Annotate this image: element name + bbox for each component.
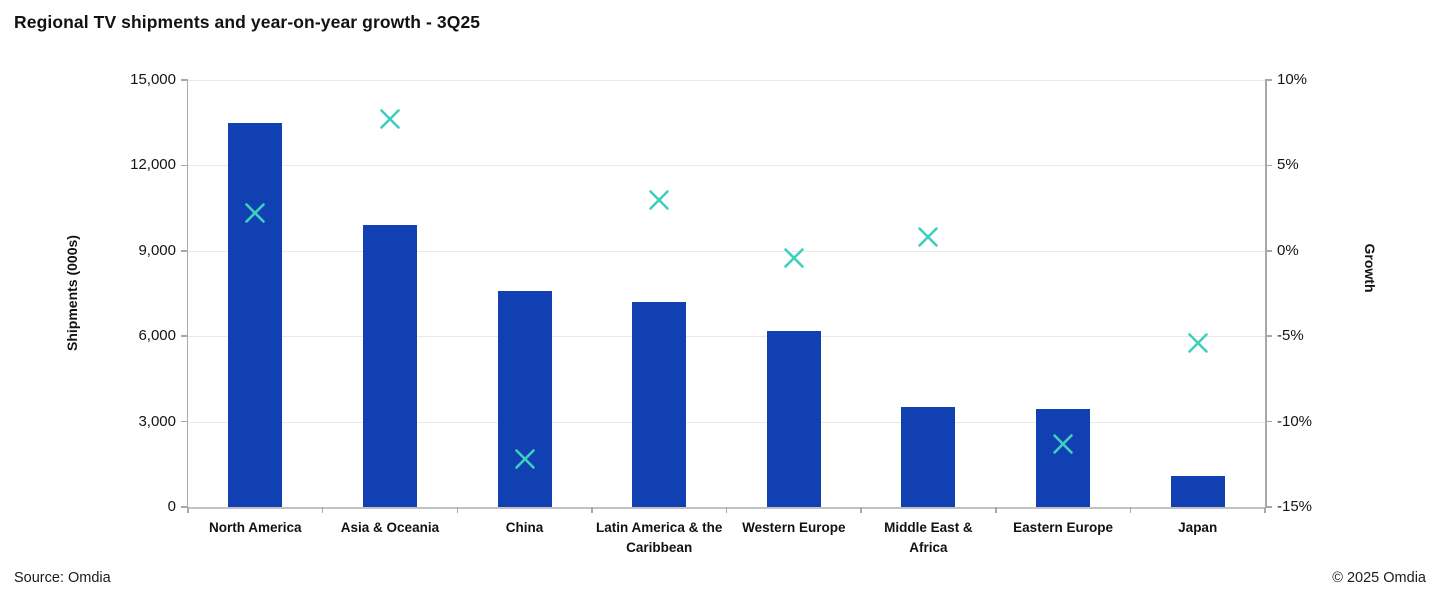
category-label: Middle East & Africa (884, 520, 973, 555)
left-tick-mark (181, 506, 188, 508)
right-tick-mark (1265, 250, 1272, 252)
shipments-bar (1036, 408, 1091, 507)
growth-x-marker (781, 245, 807, 271)
x-axis-tick-mark (456, 507, 458, 513)
right-tick-label: 10% (1277, 71, 1308, 88)
right-axis-line (1265, 80, 1267, 507)
right-tick-mark (1265, 420, 1272, 423)
x-axis-tick-mark (860, 507, 862, 513)
growth-x-marker (646, 187, 672, 213)
shipments-bar (228, 122, 283, 507)
right-tick-label: 5% (1277, 156, 1299, 174)
gridline (188, 336, 1265, 338)
right-axis-title: Growth (1362, 243, 1378, 293)
x-axis-tick-mark (1264, 507, 1266, 513)
left-tick-mark (181, 79, 188, 81)
left-tick-mark (181, 250, 188, 252)
category-label: China (505, 520, 544, 535)
right-tick-label: -15% (1277, 498, 1313, 515)
category-label: Asia & Oceania (340, 520, 440, 535)
copyright-note: © 2025 Omdia (1332, 570, 1426, 586)
x-axis-tick-mark (187, 507, 189, 513)
category-label: Western Europe (742, 520, 846, 535)
growth-x-marker (242, 200, 268, 226)
left-tick-label: 0 (167, 498, 176, 515)
x-axis-tick-mark (1129, 507, 1132, 513)
shipments-bar (632, 302, 687, 507)
shipments-bar (766, 330, 821, 507)
left-axis-title: Shipments (000s) (64, 235, 80, 351)
growth-x-marker (512, 446, 538, 472)
left-tick-mark (181, 335, 188, 337)
left-tick-mark (181, 420, 188, 423)
left-axis-line (186, 80, 188, 507)
shipments-bar (1170, 475, 1225, 507)
right-tick-mark (1265, 335, 1272, 337)
growth-x-marker (915, 224, 941, 250)
gridline (188, 250, 1265, 252)
right-tick-label: -5% (1277, 327, 1304, 345)
x-axis-tick-mark (725, 507, 728, 513)
source-note: Source: Omdia (14, 570, 111, 586)
left-tick-label: 3,000 (138, 412, 176, 430)
left-tick-label: 6,000 (138, 327, 176, 345)
right-tick-mark (1265, 506, 1272, 508)
right-tick-mark (1265, 79, 1272, 81)
category-label: Japan (1178, 520, 1218, 535)
growth-x-marker (1185, 330, 1211, 356)
x-axis-tick-mark (591, 507, 593, 513)
plot-area (188, 80, 1265, 507)
category-axis: North America Asia & Oceania China Latin Am… (188, 518, 1265, 557)
left-tick-mark (181, 164, 188, 167)
shipments-bar (362, 225, 417, 507)
gridline (188, 421, 1265, 423)
growth-x-marker (1050, 431, 1076, 457)
x-axis-tick-mark (995, 507, 997, 513)
shipments-bar (497, 290, 552, 507)
category-label: Eastern Europe (1013, 520, 1113, 535)
growth-x-marker (377, 106, 403, 132)
shipments-bar (901, 407, 956, 507)
category-label: North America (209, 520, 302, 535)
right-tick-mark (1265, 164, 1272, 167)
category-label: Latin America & the Caribbean (596, 520, 723, 555)
left-tick-label: 9,000 (138, 241, 176, 259)
right-tick-label: 0% (1277, 241, 1299, 259)
right-tick-label: -10% (1277, 412, 1313, 430)
left-tick-label: 12,000 (130, 156, 176, 174)
left-tick-label: 15,000 (130, 71, 176, 88)
x-axis-tick-mark (321, 507, 324, 513)
gridline (188, 80, 1265, 81)
gridline (188, 165, 1265, 167)
chart-title: Regional TV shipments and year-on-year g… (14, 12, 481, 32)
